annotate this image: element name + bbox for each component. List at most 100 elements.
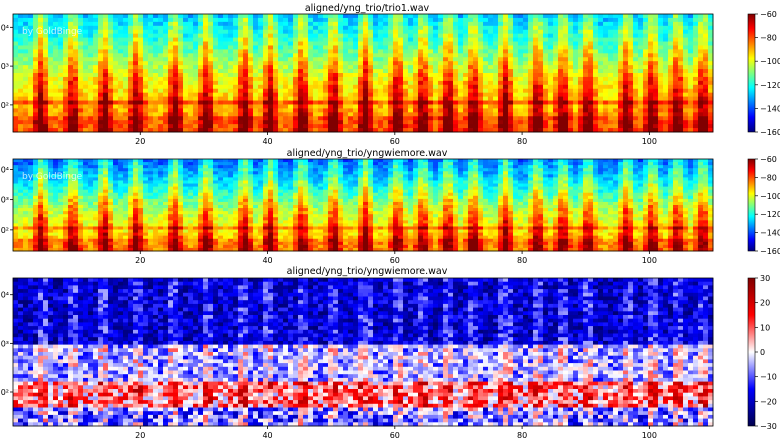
heatmap-cell <box>483 21 489 27</box>
heatmap-cell <box>423 120 429 125</box>
heatmap-cell <box>33 61 39 66</box>
heatmap-cell <box>93 69 99 74</box>
heatmap-cell <box>648 76 654 82</box>
heatmap-cell <box>103 100 109 105</box>
heatmap-cell <box>128 168 134 172</box>
heatmap-cell <box>503 41 509 46</box>
heatmap-cell <box>238 108 244 113</box>
heatmap-cell <box>298 41 304 46</box>
heatmap-cell <box>33 73 39 78</box>
heatmap-cell <box>18 124 24 129</box>
heatmap-cell <box>473 49 479 54</box>
heatmap-cell <box>128 69 134 74</box>
heatmap-cell <box>508 57 514 62</box>
heatmap-cell <box>168 49 174 54</box>
heatmap-cell <box>618 41 624 46</box>
heatmap-cell <box>453 84 459 90</box>
heatmap-cell <box>658 80 664 86</box>
heatmap-cell <box>173 128 179 133</box>
heatmap-cell <box>48 195 54 200</box>
heatmap-cell <box>578 92 584 97</box>
heatmap-cell <box>188 65 194 70</box>
heatmap-cell <box>698 65 704 70</box>
heatmap-cell <box>293 73 299 78</box>
heatmap-cell <box>523 61 529 66</box>
heatmap-cell <box>668 65 674 70</box>
heatmap-cell <box>288 17 294 23</box>
heatmap-cell <box>313 96 319 101</box>
heatmap-cell <box>383 96 389 101</box>
heatmap-cell <box>568 53 574 58</box>
heatmap-cell <box>483 92 489 97</box>
heatmap-cell <box>78 198 84 203</box>
heatmap-cell <box>428 14 434 19</box>
heatmap-cell <box>523 120 529 125</box>
heatmap-cell <box>218 25 224 31</box>
heatmap-cell <box>83 33 89 38</box>
heatmap-cell <box>538 65 544 70</box>
heatmap-cell <box>98 73 104 78</box>
heatmap-cell <box>683 100 689 105</box>
heatmap-cell <box>68 73 74 78</box>
heatmap-cell <box>138 61 144 66</box>
heatmap-cell <box>23 65 29 70</box>
heatmap-cell <box>373 14 379 19</box>
heatmap-cell <box>448 45 454 50</box>
heatmap-cell <box>58 165 64 169</box>
heatmap-cell <box>38 162 44 166</box>
heatmap-cell <box>303 88 309 94</box>
heatmap-cell <box>493 76 499 82</box>
heatmap-cell <box>123 104 129 109</box>
heatmap-cell <box>183 53 189 58</box>
heatmap-cell <box>658 128 664 133</box>
heatmap-cell <box>338 41 344 46</box>
heatmap-cell <box>343 88 349 94</box>
heatmap-cell <box>38 183 44 187</box>
heatmap-cell <box>513 61 519 66</box>
heatmap-cell <box>488 41 494 46</box>
heatmap-cell <box>93 116 99 121</box>
heatmap-cell <box>113 61 119 66</box>
heatmap-cell <box>643 49 649 54</box>
heatmap-cell <box>533 61 539 66</box>
heatmap-cell <box>348 61 354 66</box>
heatmap-cell <box>393 128 399 133</box>
heatmap-cell <box>338 92 344 97</box>
heatmap-cell <box>448 37 454 42</box>
heatmap-cell <box>183 17 189 23</box>
heatmap-cell <box>458 14 464 19</box>
heatmap-cell <box>483 96 489 101</box>
heatmap-cell <box>693 25 699 31</box>
heatmap-cell <box>88 235 94 240</box>
heatmap-cell <box>323 80 329 86</box>
heatmap-cell <box>93 25 99 31</box>
heatmap-cell <box>493 14 499 19</box>
heatmap-cell <box>223 33 229 38</box>
heatmap-cell <box>103 45 109 50</box>
heatmap-cell <box>518 84 524 90</box>
heatmap-cell <box>308 25 314 31</box>
heatmap-cell <box>643 73 649 78</box>
heatmap-cell <box>188 73 194 78</box>
heatmap-cell <box>48 104 54 109</box>
heatmap-cell <box>398 25 404 31</box>
heatmap-cell <box>593 33 599 38</box>
heatmap-cell <box>133 165 139 169</box>
heatmap-cell <box>668 45 674 50</box>
heatmap-cell <box>638 53 644 58</box>
heatmap-cell <box>443 128 449 133</box>
heatmap-cell <box>38 208 44 212</box>
heatmap-cell <box>473 104 479 109</box>
heatmap-cell <box>68 159 74 163</box>
heatmap-cell <box>413 41 419 46</box>
heatmap-cell <box>358 104 364 109</box>
heatmap-cell <box>103 61 109 66</box>
heatmap-cell <box>483 65 489 70</box>
heatmap-cell <box>638 112 644 117</box>
heatmap-cell <box>103 104 109 109</box>
heatmap-cell <box>23 116 29 121</box>
heatmap-cell <box>708 116 714 121</box>
heatmap-cell <box>518 124 524 129</box>
heatmap-cell <box>218 65 224 70</box>
heatmap-cell <box>108 104 114 109</box>
